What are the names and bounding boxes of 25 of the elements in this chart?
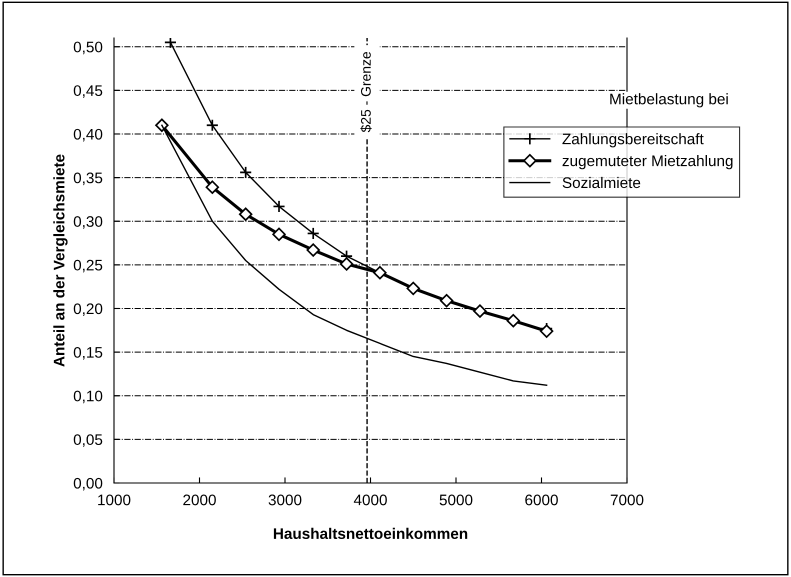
x-axis-title: Haushaltsnettoeinkommen bbox=[274, 528, 468, 540]
y-tick-label: 0,05 bbox=[74, 434, 102, 447]
y-tick-label: 0,00 bbox=[74, 478, 102, 490]
y-axis-title: Anteil an der Vergleichsmiete bbox=[53, 154, 68, 367]
x-tick-label: 5000 bbox=[440, 494, 472, 506]
x-tick-label: 4000 bbox=[354, 494, 387, 506]
legend-label: Zahlungsbereitschaft bbox=[562, 133, 704, 148]
x-tick-label: 1000 bbox=[98, 494, 130, 506]
y-tick-label: 0,25 bbox=[74, 260, 102, 272]
x-tick-label: 7000 bbox=[610, 494, 644, 506]
y-tick-label: 0,40 bbox=[74, 128, 102, 142]
y-tick-label: 0,50 bbox=[74, 42, 102, 54]
y-tick-label: 0,15 bbox=[74, 346, 102, 360]
annotation: Mietbelastung bei bbox=[610, 93, 728, 108]
y-tick-label: 0,20 bbox=[74, 303, 102, 316]
y-tick-label: 0,10 bbox=[74, 390, 102, 404]
legend-label: zugemuteter Mietzahlung bbox=[562, 154, 732, 170]
y-tick-label: 0,35 bbox=[74, 172, 102, 186]
x-tick-label: 6000 bbox=[525, 494, 558, 506]
y-tick-label: 0,45 bbox=[74, 85, 102, 98]
x-tick-label: 3000 bbox=[268, 494, 302, 506]
y-tick-label: 0,30 bbox=[74, 216, 102, 229]
legend-label: Sozialmiete bbox=[562, 176, 640, 188]
x-tick-label: 2000 bbox=[183, 494, 216, 506]
ref-line-label: $25 - Grenze bbox=[360, 52, 372, 132]
